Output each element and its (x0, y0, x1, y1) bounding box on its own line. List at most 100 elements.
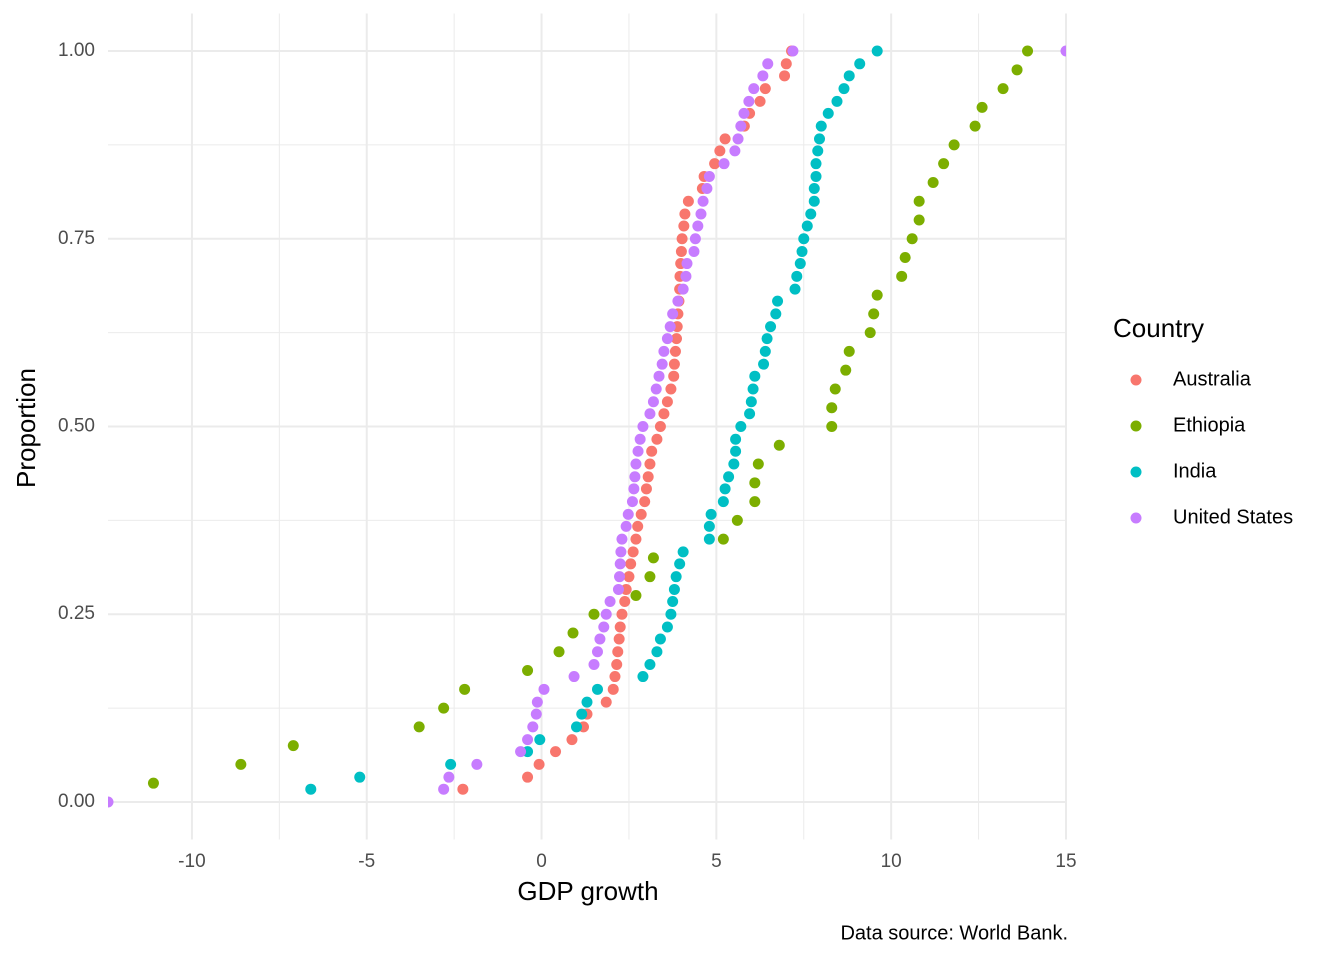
point (607, 683, 619, 695)
point (773, 439, 785, 451)
point (948, 139, 960, 151)
y-axis-title: Proportion (11, 368, 41, 488)
point (612, 583, 624, 595)
point (709, 158, 721, 170)
point (635, 508, 647, 520)
point (752, 458, 764, 470)
point (568, 671, 580, 683)
point (644, 458, 656, 470)
point (581, 696, 593, 708)
point (668, 370, 680, 382)
point (805, 208, 817, 220)
point (674, 558, 686, 570)
point (640, 483, 652, 495)
point (625, 558, 637, 570)
point (899, 252, 911, 264)
point (780, 58, 792, 70)
legend-marker (1130, 466, 1142, 478)
point (770, 308, 782, 320)
point (814, 133, 826, 145)
point (688, 246, 700, 258)
point (838, 83, 850, 95)
point (550, 746, 562, 758)
point (637, 421, 649, 432)
point (614, 621, 626, 633)
x-tick-label: 15 (1055, 851, 1076, 872)
point (613, 633, 625, 645)
legend-label: India (1173, 460, 1217, 482)
point (471, 758, 483, 770)
point (717, 533, 729, 545)
point (938, 158, 950, 170)
point (553, 646, 565, 658)
point (235, 758, 247, 770)
point (571, 721, 583, 733)
point (147, 777, 159, 789)
point (1060, 45, 1066, 57)
point (616, 533, 628, 545)
point (354, 771, 366, 783)
point (626, 496, 638, 508)
point (527, 721, 539, 733)
point (604, 595, 616, 607)
point (628, 483, 640, 495)
point (576, 708, 588, 720)
y-tick-label: 1.00 (58, 40, 95, 61)
point (651, 646, 663, 658)
point (703, 520, 715, 532)
point (719, 133, 731, 145)
point (675, 246, 687, 258)
x-tick-label: 5 (711, 851, 722, 872)
point (620, 583, 632, 595)
point (871, 45, 883, 57)
point (810, 158, 822, 170)
point (627, 546, 639, 558)
point (671, 333, 683, 345)
point (646, 445, 658, 457)
point (644, 571, 656, 583)
y-tick-label: 0.00 (58, 791, 95, 812)
point (745, 396, 757, 408)
point (697, 195, 709, 207)
point (749, 477, 761, 489)
point (665, 383, 677, 395)
point (644, 659, 656, 671)
point (614, 558, 626, 570)
point (672, 295, 684, 307)
point (796, 246, 808, 258)
point (758, 358, 770, 370)
point (630, 458, 642, 470)
point (976, 101, 988, 113)
point (413, 721, 425, 733)
point (896, 270, 908, 282)
point (997, 83, 1009, 95)
point (749, 370, 761, 382)
point (680, 270, 692, 282)
point (515, 746, 527, 758)
point (651, 433, 663, 445)
y-tick-label: 0.25 (58, 603, 95, 624)
point (871, 289, 883, 301)
x-tick-label: -10 (178, 851, 205, 872)
point (634, 433, 646, 445)
point (530, 708, 542, 720)
legend-title: Country (1113, 313, 1204, 343)
legend-marker (1130, 512, 1142, 524)
point (623, 571, 635, 583)
point (729, 145, 741, 157)
point (630, 533, 642, 545)
point (732, 133, 744, 145)
point (757, 70, 769, 82)
point (591, 646, 603, 658)
point (692, 220, 704, 232)
legend: Australia Ethiopia India United States (1130, 368, 1293, 528)
point (787, 45, 799, 57)
point (661, 396, 673, 408)
point (632, 445, 644, 457)
point (765, 321, 777, 333)
point (719, 483, 731, 495)
point (438, 702, 450, 714)
point (615, 546, 627, 558)
point (679, 208, 691, 220)
point (705, 508, 717, 520)
